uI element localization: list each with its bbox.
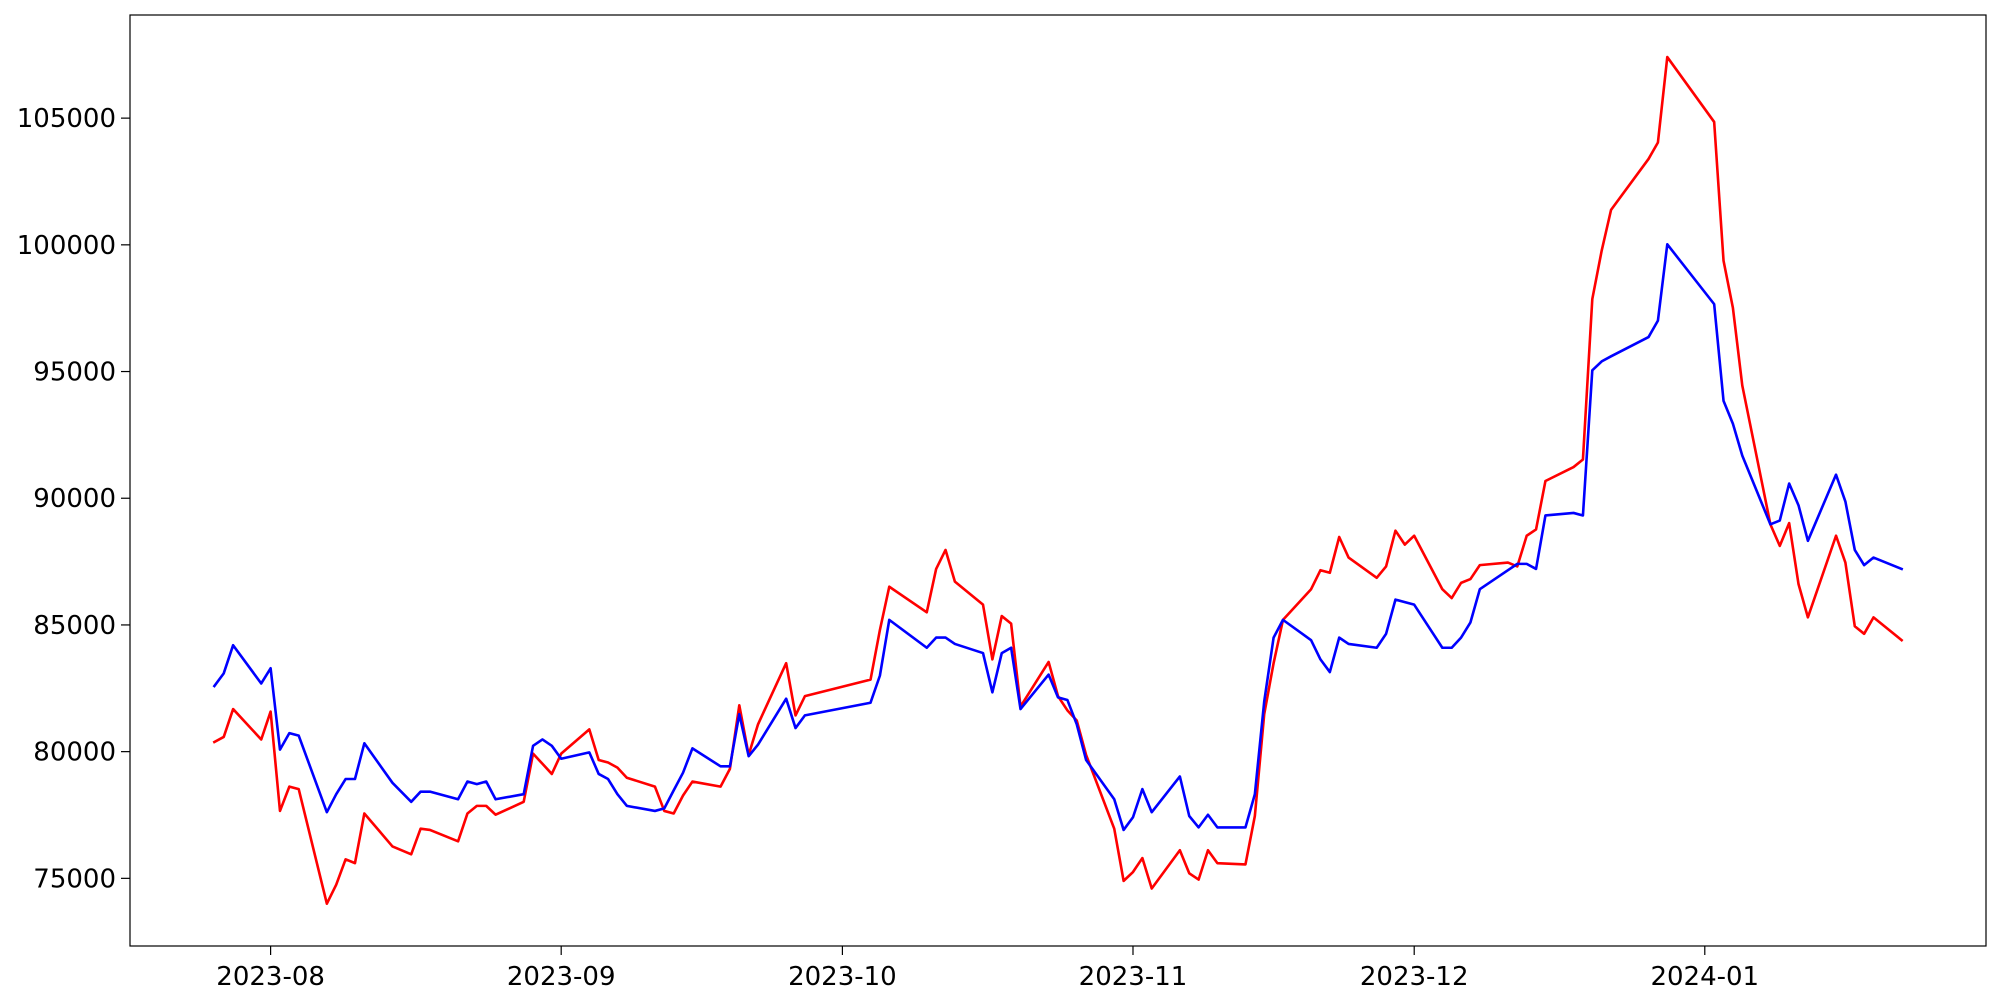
x-tick-label: 2023-08 (216, 962, 325, 992)
plot-frame (129, 14, 1987, 947)
y-tick-label: 100000 (17, 231, 116, 261)
line-series (212, 243, 1904, 832)
x-tick-label: 2023-12 (1360, 962, 1469, 992)
y-tick-label: 75000 (33, 864, 116, 894)
y-tick-label: 85000 (33, 611, 116, 641)
y-tick-label: 105000 (17, 104, 116, 134)
y-tick-label: 80000 (33, 738, 116, 768)
x-tick-label: 2024-01 (1650, 962, 1759, 992)
x-tick-label: 2023-10 (788, 962, 897, 992)
x-tick-label: 2023-11 (1079, 962, 1188, 992)
y-tick-label: 90000 (33, 484, 116, 514)
x-tick-label: 2023-09 (507, 962, 616, 992)
y-tick-label: 95000 (33, 358, 116, 388)
